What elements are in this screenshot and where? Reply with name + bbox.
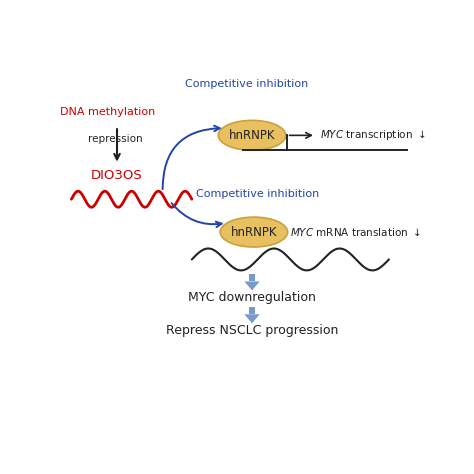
Text: Competitive inhibition: Competitive inhibition: [185, 79, 308, 89]
Text: repression: repression: [88, 134, 142, 144]
Text: Competitive inhibition: Competitive inhibition: [196, 189, 319, 199]
Ellipse shape: [219, 120, 286, 150]
Text: DIO3OS: DIO3OS: [91, 169, 143, 182]
Polygon shape: [245, 282, 260, 291]
Text: $\it{MYC}$ transcription $\downarrow$: $\it{MYC}$ transcription $\downarrow$: [319, 128, 425, 142]
Text: hnRNPK: hnRNPK: [231, 226, 277, 238]
Polygon shape: [245, 314, 260, 323]
Polygon shape: [249, 274, 255, 282]
Text: DNA methylation: DNA methylation: [60, 107, 155, 117]
Ellipse shape: [220, 217, 288, 247]
Text: hnRNPK: hnRNPK: [229, 129, 275, 142]
Text: MYC downregulation: MYC downregulation: [188, 291, 316, 304]
Text: $\it{MYC}$ mRNA translation $\downarrow$: $\it{MYC}$ mRNA translation $\downarrow$: [291, 227, 421, 237]
Text: Repress NSCLC progression: Repress NSCLC progression: [166, 324, 338, 337]
Polygon shape: [249, 307, 255, 314]
